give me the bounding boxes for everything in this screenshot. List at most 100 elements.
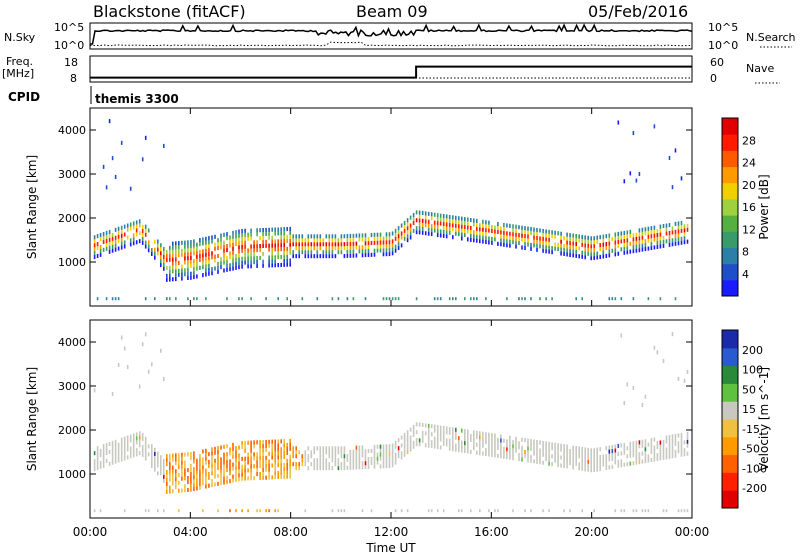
- x-tick-label: 12:00: [374, 525, 409, 539]
- heatmap-cell: [220, 261, 222, 266]
- heatmap-cell: [391, 239, 394, 244]
- heatmap-cell: [367, 241, 370, 246]
- heatmap-cell: [452, 223, 454, 228]
- heatmap-cell: [277, 231, 279, 236]
- heatmap-cell: [235, 446, 237, 451]
- heatmap-cell: [391, 447, 394, 452]
- heatmap-cell: [482, 439, 484, 444]
- heatmap-cell: [298, 466, 300, 471]
- heatmap-cell: [114, 239, 117, 244]
- heatmap-cell: [494, 233, 496, 238]
- heatmap-cell: [367, 457, 370, 462]
- heatmap-cell: [623, 238, 626, 243]
- heatmap-cell: [584, 451, 586, 456]
- heatmap-cell: [226, 244, 228, 249]
- heatmap-cell: [114, 459, 117, 464]
- heatmap-cell: [578, 234, 580, 239]
- heatmap-cell: [141, 157, 144, 162]
- heatmap-cell: [397, 297, 400, 301]
- heatmap-cell: [367, 237, 370, 242]
- heatmap-cell: [271, 463, 273, 468]
- heatmap-cell: [524, 438, 526, 443]
- heatmap-cell: [238, 453, 240, 458]
- heatmap-cell: [135, 448, 138, 453]
- heatmap-cell: [217, 465, 219, 470]
- heatmap-cell: [343, 509, 346, 513]
- heatmap-cell: [620, 247, 623, 252]
- heatmap-cell: [427, 231, 430, 236]
- heatmap-cell: [268, 247, 270, 252]
- heatmap-cell: [503, 234, 505, 239]
- heatmap-cell: [214, 450, 216, 455]
- heatmap-cell: [274, 227, 276, 232]
- heatmap-cell: [337, 509, 340, 513]
- heatmap-cell: [563, 244, 565, 249]
- heatmap-cell: [126, 447, 129, 452]
- heatmap-cell: [629, 241, 632, 246]
- heatmap-cell: [442, 233, 445, 238]
- heatmap-cell: [485, 236, 487, 241]
- colorbar-tick-label: -200: [742, 482, 767, 495]
- heatmap-cell: [316, 250, 319, 255]
- heatmap-cell: [584, 243, 586, 248]
- heatmap-cell: [196, 470, 198, 475]
- heatmap-cell: [340, 250, 343, 255]
- heatmap-cell: [614, 456, 617, 461]
- heatmap-cell: [328, 238, 331, 243]
- heatmap-cell: [241, 468, 243, 473]
- heatmap-cell: [277, 447, 279, 452]
- heatmap-cell: [436, 425, 439, 430]
- cpid-label: CPID: [8, 90, 40, 104]
- heatmap-cell: [277, 263, 279, 268]
- heatmap-cell: [144, 228, 147, 233]
- heatmap-cell: [548, 237, 550, 242]
- heatmap-cell: [268, 259, 270, 264]
- heatmap-cell: [590, 256, 592, 261]
- freq-tick-top: 18: [64, 56, 78, 69]
- heatmap-cell: [566, 248, 568, 253]
- heatmap-cell: [686, 227, 689, 232]
- heatmap-cell: [277, 439, 279, 444]
- heatmap-cell: [436, 444, 439, 449]
- heatmap-cell: [114, 455, 117, 460]
- heatmap-cell: [226, 267, 228, 272]
- heatmap-cell: [331, 466, 334, 471]
- heatmap-cell: [340, 450, 343, 455]
- heatmap-cell: [581, 462, 583, 467]
- heatmap-cell: [445, 234, 448, 239]
- heatmap-cell: [521, 225, 523, 230]
- heatmap-cell: [328, 242, 331, 247]
- heatmap-cell: [406, 230, 409, 235]
- heatmap-cell: [575, 249, 577, 254]
- heatmap-cell: [509, 435, 511, 440]
- heatmap-cell: [205, 472, 207, 477]
- heatmap-cell: [452, 219, 454, 224]
- heatmap-cell: [346, 241, 349, 246]
- heatmap-cell: [611, 449, 614, 454]
- heatmap-cell: [208, 475, 210, 480]
- heatmap-cell: [283, 462, 285, 467]
- heatmap-cell: [196, 254, 198, 259]
- heatmap-cell: [108, 229, 111, 234]
- heatmap-cell: [623, 462, 626, 467]
- heatmap-cell: [479, 443, 481, 448]
- heatmap-cell: [280, 231, 282, 236]
- heatmap-cell: [310, 454, 313, 459]
- heatmap-cell: [632, 233, 635, 238]
- heatmap-cell: [181, 240, 183, 245]
- heatmap-cell: [485, 232, 487, 237]
- heatmap-cell: [163, 246, 165, 251]
- heatmap-cell: [111, 448, 114, 453]
- heatmap-cell: [379, 232, 382, 237]
- heatmap-cell: [111, 240, 114, 245]
- heatmap-cell: [385, 464, 388, 469]
- heatmap-cell: [114, 247, 117, 252]
- heatmap-cell: [220, 477, 222, 482]
- heatmap-cell: [671, 185, 674, 190]
- heatmap-cell: [473, 234, 475, 239]
- heatmap-cell: [361, 237, 364, 242]
- heatmap-cell: [232, 258, 234, 263]
- heatmap-cell: [208, 259, 210, 264]
- heatmap-cell: [473, 222, 475, 227]
- heatmap-cell: [325, 250, 328, 255]
